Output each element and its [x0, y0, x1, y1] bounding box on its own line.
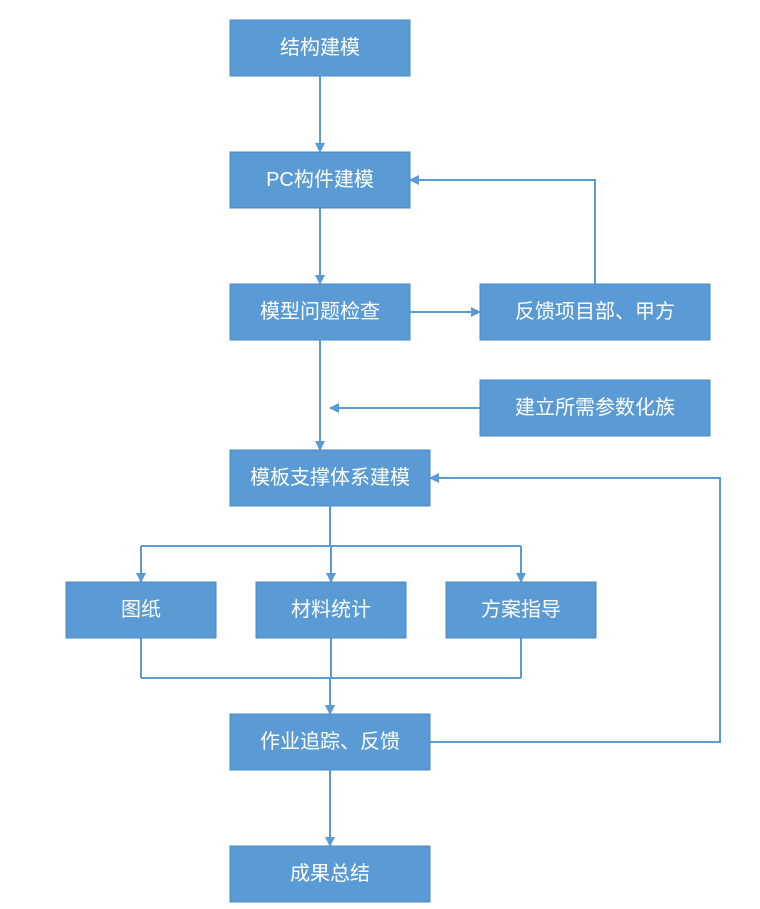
- flowchart-node: 模板支撑体系建模: [230, 450, 430, 506]
- node-label: 模板支撑体系建模: [250, 466, 410, 489]
- nodes-group: 结构建模 PC构件建模模型问题检查 反馈项目部、甲方建立所需参数化族模板支撑体系建模…: [66, 20, 710, 902]
- flowchart-edge: [410, 180, 595, 284]
- node-label: 作业追踪、反馈: [260, 730, 400, 753]
- node-label: 方案指导: [481, 598, 561, 621]
- node-label: 建立所需参数化族: [515, 396, 675, 419]
- flowchart-node: 成果总结: [230, 846, 430, 902]
- flowchart-canvas: 结构建模 PC构件建模模型问题检查 反馈项目部、甲方建立所需参数化族模板支撑体系建模…: [0, 0, 760, 909]
- flowchart-node: PC构件建模: [230, 152, 410, 208]
- flowchart-node: 方案指导: [446, 582, 596, 638]
- node-label: 结构建模: [280, 36, 360, 59]
- flowchart-node: 图纸: [66, 582, 216, 638]
- node-label: 图纸: [121, 598, 161, 621]
- flowchart-node: 反馈项目部、甲方: [480, 284, 710, 340]
- node-label: PC构件建模: [266, 168, 374, 191]
- flowchart-node: 模型问题检查: [230, 284, 410, 340]
- flowchart-node: 建立所需参数化族: [480, 380, 710, 436]
- node-label: 成果总结: [290, 862, 370, 885]
- flowchart-node: 材料统计: [256, 582, 406, 638]
- node-label: 材料统计: [291, 598, 371, 621]
- node-label: 模型问题检查: [260, 300, 380, 323]
- node-label: 反馈项目部、甲方: [515, 300, 675, 323]
- flowchart-node: 结构建模: [230, 20, 410, 76]
- flowchart-node: 作业追踪、反馈: [230, 714, 430, 770]
